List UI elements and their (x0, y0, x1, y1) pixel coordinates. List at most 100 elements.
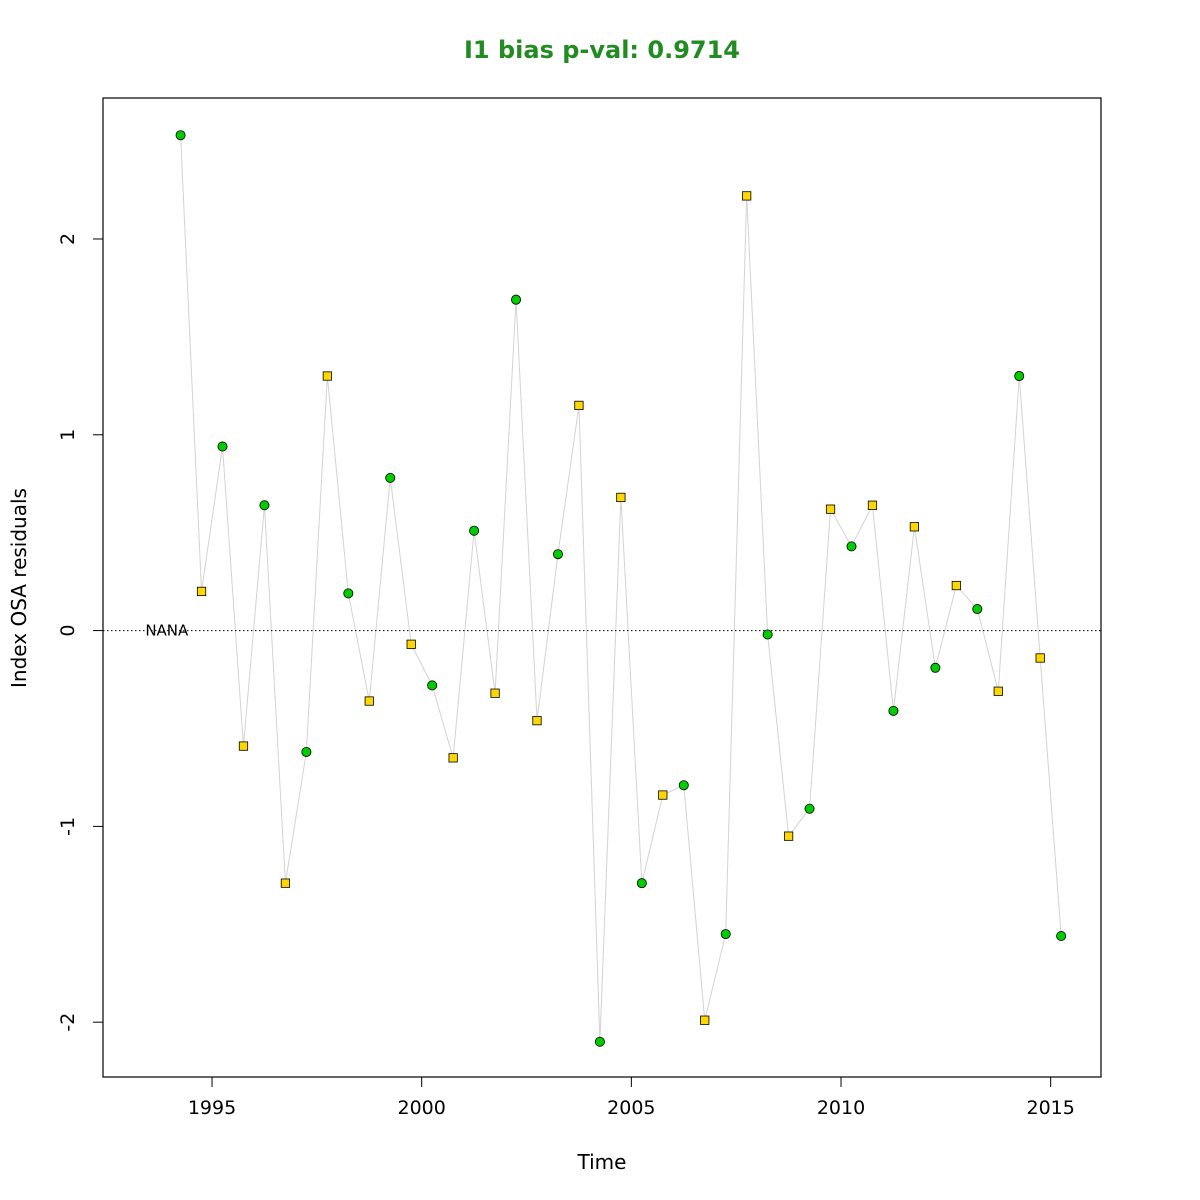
data-point-square (993, 686, 1003, 696)
data-point-circle (552, 549, 563, 560)
x-tick-label: 1995 (188, 1097, 236, 1119)
data-point-circle (511, 294, 522, 305)
connector-segment (368, 477, 391, 702)
connector-segment (305, 376, 328, 752)
connector-segment (997, 376, 1020, 692)
x-tick-label: 2010 (817, 1097, 865, 1119)
data-point-circle (762, 629, 773, 640)
data-point-circle (678, 780, 689, 791)
data-point-square (322, 371, 332, 381)
x-tick-label: 2005 (607, 1097, 655, 1119)
connector-segment (242, 505, 265, 747)
connector-segment (473, 530, 496, 694)
connector-segment (536, 554, 559, 721)
x-tick-label: 2000 (398, 1097, 446, 1119)
data-point-square (867, 500, 878, 510)
data-point-circle (888, 705, 899, 716)
connector-segment (913, 526, 936, 668)
connector-segment (809, 509, 832, 809)
data-point-circle (804, 803, 815, 814)
connector-segment (326, 375, 349, 594)
connector-segment (452, 530, 475, 758)
data-point-square (532, 716, 542, 726)
connector-segment (515, 299, 538, 721)
data-point-circle (259, 500, 270, 511)
x-axis-label: Time (577, 1150, 627, 1174)
connector-segment (976, 608, 999, 692)
data-point-circle (1014, 371, 1025, 382)
y-tick-label: -2 (57, 1013, 79, 1032)
connector-segment (222, 446, 244, 747)
connector-segment (494, 299, 517, 694)
data-point-square (909, 522, 919, 532)
connector-segment (725, 195, 748, 935)
data-point-circle (720, 929, 731, 940)
y-tick-label: 0 (57, 625, 79, 637)
data-point-circle (343, 588, 354, 599)
data-point-square (784, 831, 794, 841)
x-axis: 1995 2000 2005 2010 2015 (188, 1076, 1075, 1119)
connector-segment (871, 505, 894, 711)
data-point-square (700, 1015, 710, 1025)
connector-segment (599, 497, 622, 1042)
data-point-square (616, 492, 626, 503)
connector-segment (620, 497, 643, 884)
data-point-square (196, 586, 207, 597)
x-tick-label: 2015 (1027, 1097, 1075, 1119)
connector-segment (263, 505, 286, 884)
connector-segment (746, 195, 769, 635)
data-point-circle (427, 680, 438, 691)
data-point-circle (1056, 931, 1067, 942)
connector-segment (347, 593, 370, 702)
connector-segment (389, 477, 412, 645)
y-axis: -2 -1 0 1 2 (57, 233, 104, 1032)
data-point-square (951, 580, 961, 591)
data-point-square (238, 741, 249, 751)
connector-segment (830, 508, 852, 547)
connector-segment (578, 405, 601, 1042)
connector-segment (557, 405, 580, 555)
connector-segment (284, 751, 307, 884)
data-point-circle (930, 662, 941, 673)
data-point-circle (301, 746, 312, 757)
data-markers (175, 130, 1067, 1047)
data-point-square (742, 191, 752, 201)
y-tick-label: -1 (57, 817, 79, 836)
data-point-square (448, 753, 458, 763)
data-point-circle (972, 604, 983, 615)
data-point-square (574, 400, 584, 411)
data-point-circle (385, 472, 396, 483)
connector-segment (767, 634, 790, 837)
data-point-square (406, 639, 416, 649)
data-point-circle (594, 1036, 605, 1047)
connector-segment (410, 644, 433, 686)
data-point-circle (469, 525, 480, 536)
connector-segment (641, 794, 664, 884)
connector-segment (1039, 657, 1062, 937)
data-point-circle (217, 441, 228, 452)
data-point-square (280, 878, 291, 888)
data-point-circle (175, 130, 186, 141)
y-tick-label: 1 (57, 429, 79, 441)
data-point-square (490, 688, 500, 698)
connector-segment (683, 785, 706, 1021)
data-point-square (658, 790, 668, 800)
connector-segment (1018, 375, 1041, 659)
y-axis-label: Index OSA residuals (7, 488, 31, 688)
connector-segment (851, 505, 873, 547)
data-point-square (825, 504, 836, 514)
data-point-square (364, 696, 374, 706)
nana-annotation: NANA (145, 622, 189, 640)
data-point-circle (846, 541, 857, 552)
data-point-circle (636, 878, 647, 889)
y-tick-label: 2 (57, 233, 79, 245)
connector-segment (934, 585, 957, 668)
chart-title: I1 bias p-val: 0.9714 (464, 36, 740, 64)
connector-segment (180, 135, 203, 592)
connector-segment (431, 685, 454, 758)
connector-segment (704, 933, 727, 1021)
connector-lines (180, 135, 1062, 1042)
connector-segment (201, 446, 224, 592)
